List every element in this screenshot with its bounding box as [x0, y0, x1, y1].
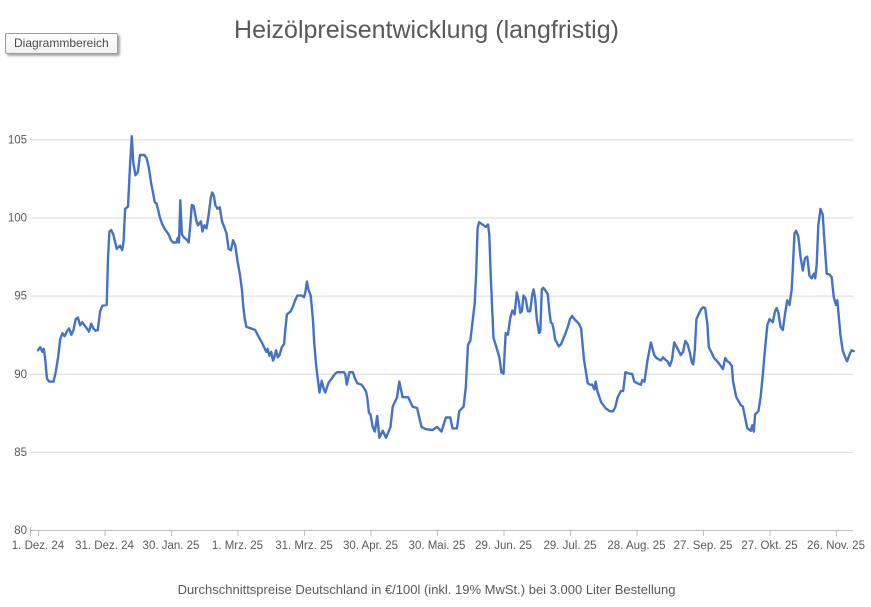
- y-axis-label: 105: [8, 134, 27, 146]
- chart-caption: Durchschnittspreise Deutschland in €/100…: [177, 582, 676, 597]
- diagram-area-tooltip: Diagrammbereich: [5, 33, 118, 54]
- y-axis-label: 80: [14, 525, 27, 537]
- y-axis-label: 95: [14, 291, 27, 303]
- x-axis-label: 1. Mrz. 25: [212, 540, 263, 552]
- price-line: [36, 134, 855, 439]
- y-axis-label: 90: [14, 369, 27, 381]
- x-axis-label: 30. Apr. 25: [343, 540, 398, 552]
- x-axis-label: 30. Mai. 25: [409, 540, 466, 552]
- x-axis-label: 1. Dez. 24: [12, 540, 65, 552]
- x-axis-label: 28. Aug. 25: [607, 540, 665, 552]
- x-axis-label: 30. Jan. 25: [143, 540, 200, 552]
- y-axis-label: 85: [14, 447, 27, 459]
- x-axis-label: 26. Nov. 25: [807, 540, 865, 552]
- x-axis-label: 31. Dez. 24: [75, 540, 134, 552]
- y-axis-label: 100: [8, 213, 27, 225]
- chart-title: Heizölpreisentwicklung (langfristig): [234, 16, 619, 44]
- x-axis-label: 29. Jun. 25: [475, 540, 532, 552]
- x-axis-label: 29. Jul. 25: [543, 540, 596, 552]
- x-axis-label: 27. Okt. 25: [741, 540, 797, 552]
- x-axis-label: 31. Mrz. 25: [275, 540, 333, 552]
- x-axis-label: 27. Sep. 25: [674, 540, 733, 552]
